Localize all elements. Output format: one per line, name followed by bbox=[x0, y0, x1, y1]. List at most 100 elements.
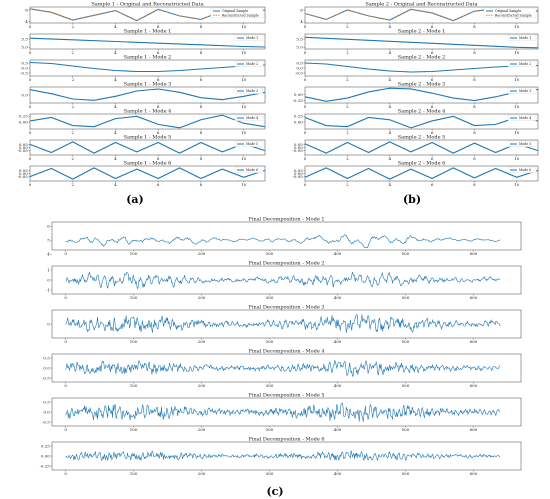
subplot-17: Final Decomposition - Mode 4 0 100 200 300 40… bbox=[42, 349, 522, 388]
subplot-title: Sample 1 - Mode 4 bbox=[124, 109, 172, 115]
signal-line bbox=[65, 314, 501, 333]
legend: Mode 4 bbox=[507, 114, 537, 121]
y-tick-label: -0.05 bbox=[293, 148, 304, 153]
x-tick-label: 10 bbox=[514, 50, 520, 55]
x-tick-label: 0 bbox=[29, 182, 32, 187]
x-tick-label: 6 bbox=[157, 77, 160, 82]
x-tick-label: 0 bbox=[64, 471, 67, 476]
y-tick-label: 0.25 bbox=[41, 443, 50, 448]
x-tick-label: 300 bbox=[266, 471, 274, 476]
x-tick-label: 2 bbox=[71, 50, 74, 55]
subplot-title: Sample 1 - Original and Reconstructed Da… bbox=[91, 2, 203, 8]
y-tick-label: 0.05 bbox=[294, 142, 303, 147]
series-line-0 bbox=[29, 114, 266, 129]
y-tick-label: 0.00 bbox=[294, 92, 303, 97]
legend: Mode 3 bbox=[234, 87, 264, 94]
x-tick-label: 600 bbox=[470, 339, 478, 344]
subplot-title: Final Decomposition - Mode 3 bbox=[248, 305, 324, 311]
x-tick-label: 100 bbox=[130, 427, 138, 432]
x-tick-label: 200 bbox=[198, 471, 206, 476]
x-tick-label: 6 bbox=[157, 130, 160, 135]
y-tick-label: 5.0 bbox=[21, 45, 28, 50]
legend-box bbox=[234, 87, 264, 94]
y-tick-label: 5.0 bbox=[296, 45, 303, 50]
y-tick-label: 0.05 bbox=[19, 142, 28, 147]
legend: Mode 2 bbox=[507, 60, 537, 67]
x-tick-label: 2 bbox=[71, 182, 74, 187]
legend-label: Mode 4 bbox=[519, 116, 531, 120]
x-tick-label: 300 bbox=[266, 295, 274, 300]
y-tick-label: 0 bbox=[47, 321, 50, 326]
y-tick-label: 0.25 bbox=[19, 114, 28, 119]
y-tick-label: 0.00 bbox=[19, 145, 28, 150]
x-tick-label: 500 bbox=[402, 427, 410, 432]
y-tick-label: 5 bbox=[47, 238, 50, 243]
x-tick-label: 8 bbox=[473, 156, 476, 161]
x-tick-label: 10 bbox=[241, 182, 247, 187]
y-tick-label: 1 bbox=[47, 267, 50, 272]
x-tick-label: 2 bbox=[71, 104, 74, 109]
subplot-title: Sample 1 - Mode 5 bbox=[124, 135, 172, 141]
x-tick-label: 10 bbox=[514, 130, 520, 135]
signal-line bbox=[65, 234, 501, 249]
x-tick-label: 4 bbox=[114, 24, 117, 29]
y-tick-label: 0.05 bbox=[19, 168, 28, 173]
legend: Mode 2 bbox=[234, 60, 264, 67]
legend-label: Mode 5 bbox=[246, 142, 258, 146]
x-tick-label: 0 bbox=[64, 383, 67, 388]
x-tick-label: 6 bbox=[431, 77, 434, 82]
plot-frame bbox=[304, 59, 539, 77]
legend-label: Original Sample bbox=[495, 9, 521, 13]
subplot-16: Final Decomposition - Mode 3 0 100 200 300 40… bbox=[47, 305, 522, 344]
x-tick-label: 2 bbox=[71, 130, 74, 135]
subplot-title: Final Decomposition - Mode 5 bbox=[248, 393, 324, 399]
x-tick-label: 2 bbox=[346, 50, 349, 55]
legend-box bbox=[234, 60, 264, 67]
subplot-8: Sample 2 - Mode 1 0 2 4 6 8 10 5.0 5.5 Mode 1 bbox=[296, 29, 539, 55]
x-tick-label: 200 bbox=[198, 295, 206, 300]
x-tick-label: 400 bbox=[334, 339, 342, 344]
x-tick-label: 2 bbox=[71, 77, 74, 82]
y-tick-label: 0.00 bbox=[41, 453, 50, 458]
legend: Mode 1 bbox=[234, 34, 264, 41]
legend: Mode 1 bbox=[507, 34, 537, 41]
x-tick-label: 4 bbox=[114, 77, 117, 82]
x-tick-label: 2 bbox=[346, 182, 349, 187]
legend-label: Mode 2 bbox=[519, 62, 531, 66]
series-line-0 bbox=[304, 115, 539, 129]
y-tick-label: 0.05 bbox=[294, 168, 303, 173]
x-tick-label: 10 bbox=[241, 104, 247, 109]
legend-label: Mode 1 bbox=[519, 36, 531, 40]
x-tick-label: 4 bbox=[388, 104, 391, 109]
x-tick-label: 2 bbox=[346, 24, 349, 29]
legend-box bbox=[507, 114, 537, 121]
legend-label: Mode 4 bbox=[246, 116, 258, 120]
x-tick-label: 0 bbox=[304, 104, 307, 109]
x-tick-label: 500 bbox=[402, 471, 410, 476]
legend-box bbox=[210, 7, 264, 19]
signal-line bbox=[65, 450, 501, 462]
legend-box bbox=[483, 7, 537, 19]
x-tick-label: 0 bbox=[64, 251, 67, 256]
legend: Mode 4 bbox=[234, 114, 264, 121]
x-tick-label: 2 bbox=[346, 156, 349, 161]
y-tick-label: 0.0 bbox=[43, 409, 50, 414]
x-tick-label: 0 bbox=[29, 156, 32, 161]
subplot-14: Final Decomposition - Mode 1 0 100 200 300 40… bbox=[47, 217, 522, 257]
x-tick-label: 4 bbox=[114, 130, 117, 135]
y-tick-label: 0.5 bbox=[21, 60, 28, 65]
x-tick-label: 8 bbox=[473, 182, 476, 187]
y-tick-label: -0.05 bbox=[18, 174, 29, 179]
x-tick-label: 2 bbox=[346, 77, 349, 82]
y-tick-label: 0.0 bbox=[296, 65, 303, 70]
subplot-4: Sample 1 - Mode 4 0 2 4 6 8 10 0.000.25 Mode 4 bbox=[19, 109, 266, 135]
x-tick-label: 2 bbox=[346, 104, 349, 109]
subplot-18: Final Decomposition - Mode 5 0 100 200 300 40… bbox=[42, 393, 522, 432]
legend-label: Mode 2 bbox=[246, 62, 258, 66]
series-line-0 bbox=[304, 36, 539, 49]
x-tick-label: 8 bbox=[200, 156, 203, 161]
legend-box bbox=[234, 114, 264, 121]
legend-box bbox=[507, 60, 537, 67]
plot-frame bbox=[29, 59, 266, 77]
